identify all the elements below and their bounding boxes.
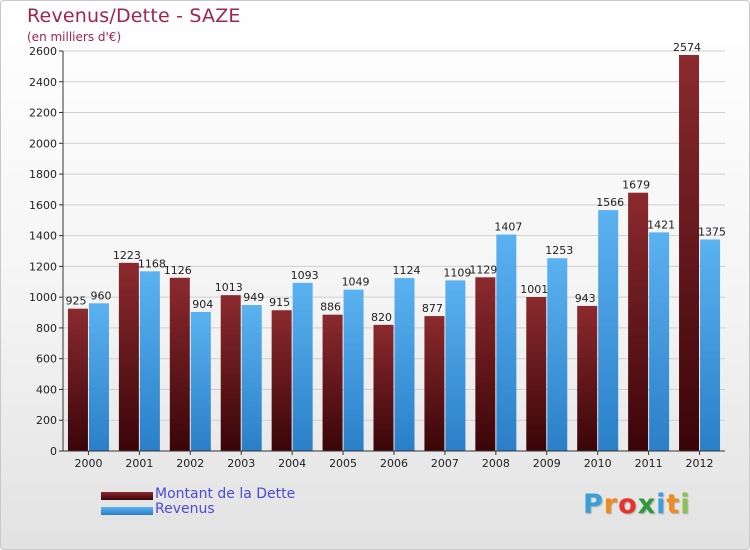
y-tick-label-0: 0 [50,445,57,458]
y-tick-label-1000: 1000 [29,291,57,304]
logo-letter: t [666,489,681,520]
data-label-dette-2002: 1126 [164,264,192,277]
logo-letter: i [680,489,691,520]
x-tick-label-2004: 2004 [278,457,306,470]
chart-title: Revenus/Dette - SAZE [27,5,241,27]
data-label-revenus-2004: 1093 [291,269,319,282]
bar-revenus-2003 [241,305,262,451]
x-tick-label-2005: 2005 [329,457,357,470]
data-label-revenus-2012: 1375 [698,225,726,238]
data-label-revenus-2000: 960 [90,289,111,302]
bar-revenus-2010 [598,210,619,451]
logo-letter: x [637,489,657,520]
data-label-revenus-2009: 1253 [545,244,573,257]
x-tick-label-2011: 2011 [635,457,663,470]
data-label-dette-2009: 1001 [520,283,548,296]
bar-revenus-2001 [139,271,160,451]
x-tick-label-2006: 2006 [380,457,408,470]
x-tick-label-2012: 2012 [686,457,714,470]
data-label-dette-2007: 877 [422,302,443,315]
x-tick-label-2002: 2002 [176,457,204,470]
data-label-revenus-2006: 1124 [393,264,421,277]
logo-letter: r [603,489,619,520]
bar-revenus-2002 [190,311,211,451]
x-tick-label-2010: 2010 [584,457,612,470]
bar-dette-2007 [424,316,445,451]
bar-revenus-2004 [292,282,313,451]
y-tick-label-1800: 1800 [29,168,57,181]
logo-letter: i [656,489,667,520]
bar-revenus-2006 [394,278,415,451]
data-label-dette-2006: 820 [371,311,392,324]
logo-letter: o [618,489,638,520]
y-tick-label-2600: 2600 [29,45,57,58]
bar-dette-2012 [679,55,700,451]
x-tick-label-2000: 2000 [74,457,102,470]
data-label-dette-2001: 1223 [113,249,141,262]
bar-revenus-2005 [343,289,364,451]
bar-dette-2003 [220,295,241,451]
data-label-dette-2005: 886 [320,301,341,314]
bar-dette-2009 [526,297,547,451]
bar-revenus-2009 [547,258,568,451]
y-tick-label-400: 400 [36,383,57,396]
logo-letter: P [583,489,604,520]
data-label-revenus-2011: 1421 [647,218,675,231]
bar-dette-2008 [475,277,496,451]
y-tick-label-200: 200 [36,414,57,427]
legend-label-dette: Montant de la Dette [155,486,296,502]
x-tick-label-2008: 2008 [482,457,510,470]
x-tick-label-2003: 2003 [227,457,255,470]
bar-dette-2006 [373,324,394,451]
bar-dette-2000 [67,308,88,451]
data-label-dette-2000: 925 [65,295,86,308]
data-label-revenus-2002: 904 [192,298,213,311]
data-label-dette-2004: 915 [269,296,290,309]
data-label-revenus-2007: 1109 [443,266,471,279]
data-label-dette-2010: 943 [575,292,596,305]
bar-revenus-2011 [649,232,670,451]
bar-dette-2011 [628,192,649,451]
bar-revenus-2008 [496,234,517,451]
bar-dette-2005 [322,314,343,451]
bar-revenus-2000 [88,303,109,451]
x-tick-label-2001: 2001 [125,457,153,470]
legend-label-revenus: Revenus [155,501,215,517]
data-label-dette-2003: 1013 [215,281,243,294]
y-tick-label-2200: 2200 [29,107,57,120]
data-label-dette-2011: 1679 [622,179,650,192]
bar-dette-2002 [169,277,190,451]
y-tick-label-1400: 1400 [29,230,57,243]
bar-revenus-2007 [445,280,466,451]
x-tick-label-2007: 2007 [431,457,459,470]
y-tick-label-2000: 2000 [29,137,57,150]
data-label-dette-2012: 2574 [673,41,701,54]
proxiti-logo: Proxiti [583,489,691,520]
data-label-revenus-2008: 1407 [494,221,522,234]
bar-dette-2004 [271,310,292,451]
y-tick-label-2400: 2400 [29,76,57,89]
bar-dette-2001 [118,262,139,451]
data-label-dette-2008: 1129 [469,263,497,276]
legend-swatch-revenus [101,507,153,515]
bar-dette-2010 [577,305,598,451]
y-tick-label-1200: 1200 [29,260,57,273]
y-tick-label-1600: 1600 [29,199,57,212]
data-label-revenus-2010: 1566 [596,196,624,209]
y-tick-label-800: 800 [36,322,57,335]
data-label-revenus-2003: 949 [243,291,264,304]
x-tick-label-2009: 2009 [533,457,561,470]
y-tick-label-600: 600 [36,353,57,366]
chart-subtitle: (en milliers d'€) [27,30,122,44]
data-label-revenus-2001: 1168 [138,257,166,270]
data-label-revenus-2005: 1049 [342,276,370,289]
bar-revenus-2012 [700,239,721,451]
legend-swatch-dette [101,492,153,500]
